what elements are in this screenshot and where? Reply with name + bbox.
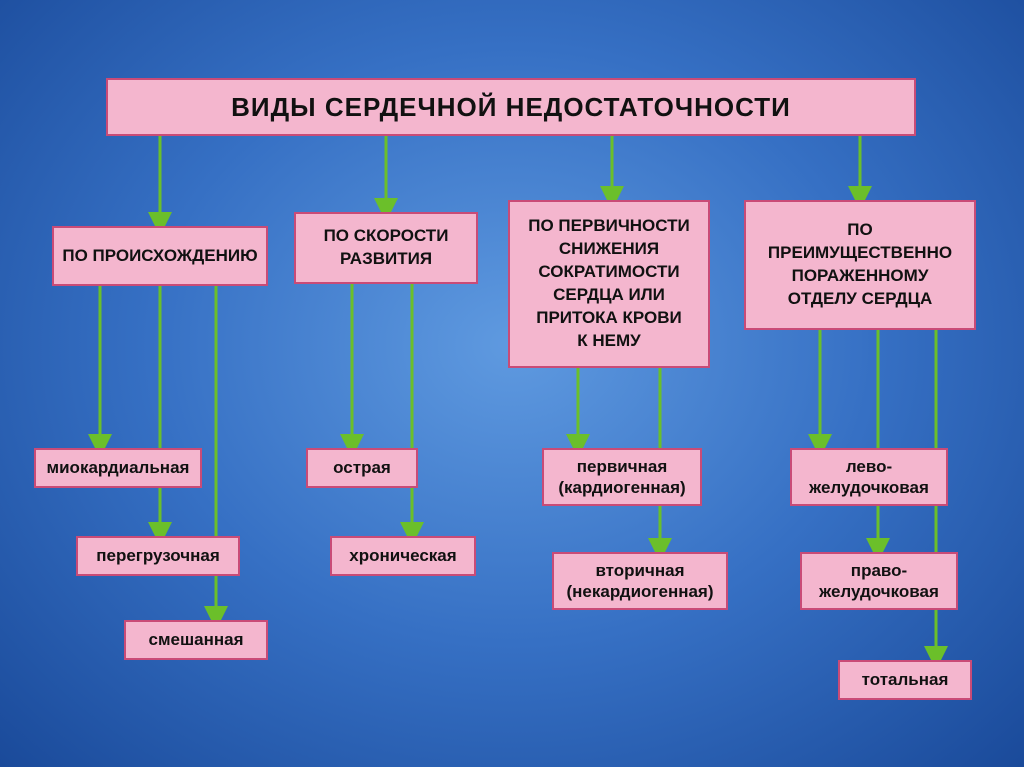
leaf-label: хроническая (349, 545, 456, 566)
category-box-section: ПОПРЕИМУЩЕСТВЕННОПОРАЖЕННОМУОТДЕЛУ СЕРДЦ… (744, 200, 976, 330)
title-text: ВИДЫ СЕРДЕЧНОЙ НЕДОСТАТОЧНОСТИ (231, 92, 791, 123)
leaf-box: смешанная (124, 620, 268, 660)
leaf-label: смешанная (148, 629, 243, 650)
leaf-box: перегрузочная (76, 536, 240, 576)
leaf-label: перегрузочная (96, 545, 220, 566)
leaf-box: миокардиальная (34, 448, 202, 488)
category-box-primary: ПО ПЕРВИЧНОСТИСНИЖЕНИЯСОКРАТИМОСТИСЕРДЦА… (508, 200, 710, 368)
category-label: ПО СКОРОСТИРАЗВИТИЯ (324, 225, 449, 271)
category-label: ПО ПРОИСХОЖДЕНИЮ (62, 245, 257, 268)
category-label: ПОПРЕИМУЩЕСТВЕННОПОРАЖЕННОМУОТДЕЛУ СЕРДЦ… (768, 219, 952, 311)
leaf-label: вторичная(некардиогенная) (566, 560, 713, 603)
leaf-label: острая (333, 457, 391, 478)
leaf-label: право-желудочковая (819, 560, 939, 603)
leaf-box: первичная(кардиогенная) (542, 448, 702, 506)
category-box-speed: ПО СКОРОСТИРАЗВИТИЯ (294, 212, 478, 284)
leaf-label: миокардиальная (47, 457, 190, 478)
leaf-box: право-желудочковая (800, 552, 958, 610)
leaf-box: вторичная(некардиогенная) (552, 552, 728, 610)
leaf-label: лево-желудочковая (809, 456, 929, 499)
leaf-label: первичная(кардиогенная) (558, 456, 685, 499)
leaf-box: лево-желудочковая (790, 448, 948, 506)
title-box: ВИДЫ СЕРДЕЧНОЙ НЕДОСТАТОЧНОСТИ (106, 78, 916, 136)
category-label: ПО ПЕРВИЧНОСТИСНИЖЕНИЯСОКРАТИМОСТИСЕРДЦА… (528, 215, 689, 353)
category-box-origin: ПО ПРОИСХОЖДЕНИЮ (52, 226, 268, 286)
leaf-box: острая (306, 448, 418, 488)
leaf-box: тотальная (838, 660, 972, 700)
leaf-box: хроническая (330, 536, 476, 576)
leaf-label: тотальная (862, 669, 949, 690)
